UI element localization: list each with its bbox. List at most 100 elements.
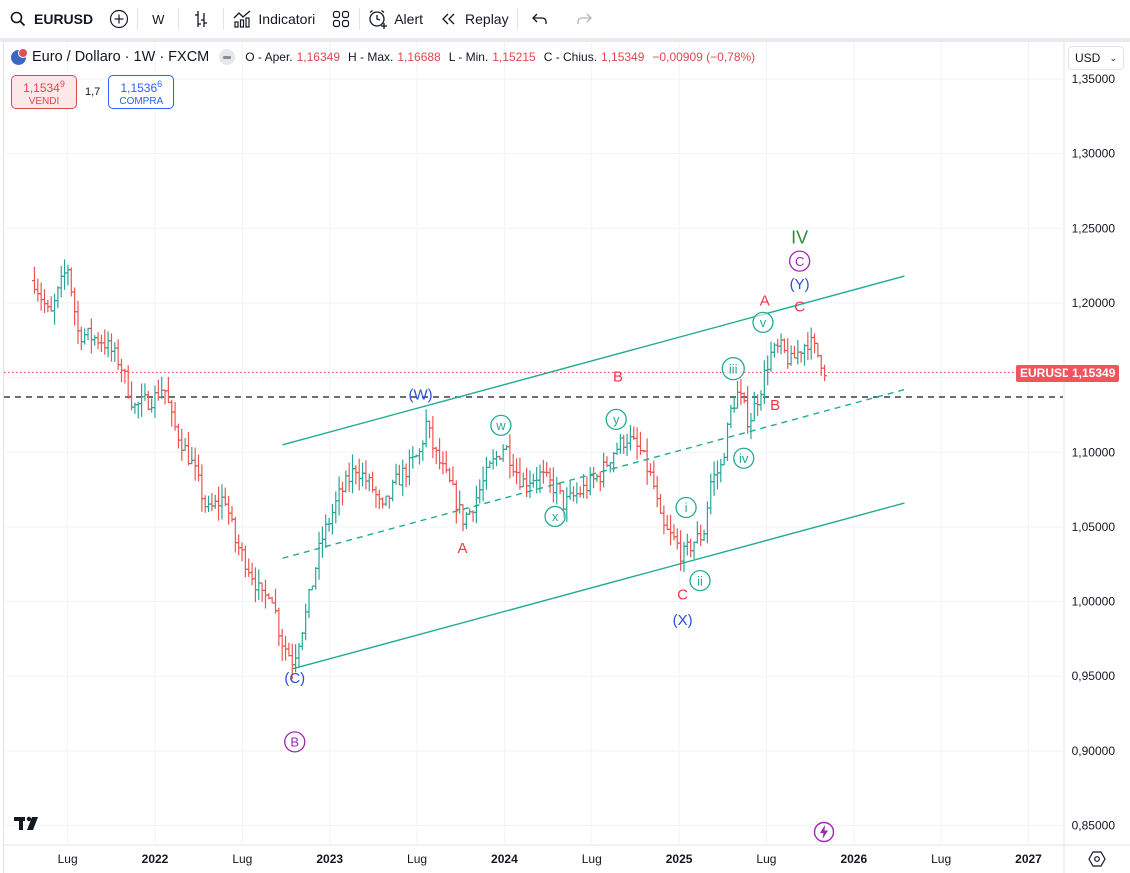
- ohlc-bar: [698, 524, 704, 547]
- wave-label: C: [677, 586, 688, 603]
- ohlc-bar: [453, 480, 459, 524]
- ohlc-bar: [329, 504, 335, 535]
- wave-label-text: IV: [791, 228, 808, 248]
- add-symbol-icon: [109, 9, 129, 29]
- ohlc-bar: [400, 459, 406, 497]
- symbol-name: EURUSD: [34, 11, 94, 27]
- ohlc-bar: [299, 631, 305, 651]
- ohlc-bar: [765, 355, 771, 386]
- wave-label: i: [675, 496, 697, 519]
- ohlc-bar: [219, 484, 225, 520]
- ohlc-bar: [159, 376, 165, 399]
- ohlc-bar: [520, 472, 526, 488]
- ohlc-bar: [661, 505, 667, 535]
- instrument-title[interactable]: Euro / Dollaro · 1W · FXCM: [32, 49, 210, 65]
- ohlc-bar: [199, 464, 205, 512]
- flash-event-icon[interactable]: [813, 821, 835, 843]
- replay-label: Replay: [465, 11, 509, 27]
- ohlc-bar: [202, 495, 208, 513]
- price-tick-label: 0,85000: [1072, 819, 1116, 833]
- ohlc-bar: [316, 531, 322, 580]
- ohlc-bar: [75, 300, 81, 344]
- wave-label-text: C: [677, 586, 688, 603]
- top-toolbar: EURUSD W Indicatori Alert Re: [0, 0, 1130, 38]
- last-price-tag: 1,15349: [1068, 365, 1120, 382]
- price-tick-label: 1,35000: [1072, 72, 1116, 86]
- ohlc-bar: [634, 427, 640, 460]
- undo-button[interactable]: [518, 0, 562, 38]
- toolbar-divider: [516, 8, 518, 30]
- price-tick-label: 1,05000: [1072, 520, 1116, 534]
- add-symbol-button[interactable]: [101, 0, 137, 38]
- ohlc-bar: [403, 463, 409, 488]
- search-icon: [8, 9, 28, 29]
- bar-style-button[interactable]: [179, 0, 223, 38]
- ohlc-bar: [259, 582, 265, 602]
- layout-button[interactable]: [323, 0, 359, 38]
- ohlc-bar: [343, 470, 349, 493]
- chart-settings-icon[interactable]: [1088, 850, 1106, 868]
- symbol-search-button[interactable]: EURUSD: [0, 0, 101, 38]
- ohlc-bar: [500, 444, 506, 462]
- wave-label-text: (C): [284, 670, 305, 687]
- ohlc-bar: [62, 259, 68, 290]
- ohlc-bar: [42, 289, 48, 314]
- ohlc-bar: [450, 466, 456, 486]
- wave-label: w: [490, 414, 512, 437]
- ohlc-bar: [216, 486, 222, 521]
- ohlc-bar: [510, 453, 516, 477]
- currency-selector[interactable]: USD ⌄: [1068, 46, 1124, 70]
- spread-value: 1,7: [85, 86, 101, 98]
- redo-button[interactable]: [562, 0, 606, 38]
- ohlc-bar: [731, 396, 737, 413]
- sell-price: 1,1534: [23, 81, 60, 95]
- interval-button[interactable]: W: [138, 0, 178, 38]
- chart-pane[interactable]: [3, 42, 1128, 873]
- collapse-legend-button[interactable]: [219, 49, 236, 65]
- indicators-button[interactable]: Indicatori: [224, 0, 323, 38]
- wave-label-text: B: [770, 397, 780, 414]
- wave-label-text: ii: [697, 573, 703, 588]
- ohlc-bar: [584, 476, 590, 499]
- wave-label: iv: [733, 447, 755, 469]
- buy-button[interactable]: 1,15366 COMPRA: [108, 75, 175, 109]
- alert-button[interactable]: Alert: [360, 0, 431, 38]
- wave-label: C: [794, 298, 805, 315]
- ohlc-bar: [52, 293, 58, 325]
- wave-label: iii: [721, 356, 745, 381]
- ohlc-bar: [735, 381, 741, 409]
- ohlc-bar: [108, 333, 114, 362]
- wave-label: y: [605, 408, 627, 431]
- ohlc-bar: [627, 425, 633, 451]
- ohlc-bar: [149, 398, 155, 413]
- ohlc-bar: [175, 423, 181, 449]
- ohlc-bar: [718, 458, 724, 483]
- wave-circle: [605, 408, 627, 431]
- ohlc-bar: [433, 446, 439, 465]
- ohlc-bars: [31, 259, 828, 680]
- time-tick-label: 2026: [840, 852, 867, 866]
- tradingview-logo[interactable]: [14, 815, 44, 837]
- redo-icon: [574, 9, 594, 29]
- ohlc-bar: [339, 481, 345, 506]
- last-price-symbol-tag: EURUSD: [1016, 365, 1075, 382]
- wave-label: B: [770, 397, 780, 414]
- wave-circle: [788, 250, 811, 272]
- indicators-icon: [232, 9, 252, 29]
- wave-circle: [490, 414, 512, 437]
- ohlc-bar: [380, 497, 386, 509]
- replay-button[interactable]: Replay: [431, 0, 517, 38]
- ohlc-bar: [805, 331, 811, 361]
- ohlc-bar: [554, 476, 560, 505]
- ohlc-bar: [570, 486, 576, 502]
- wave-label: (X): [673, 612, 693, 629]
- ohlc-bar: [567, 480, 573, 500]
- ohlc-bar: [517, 457, 523, 490]
- wave-label-text: iv: [739, 451, 749, 466]
- wave-label-text: C: [794, 298, 805, 315]
- undo-icon: [530, 9, 550, 29]
- sell-button[interactable]: 1,15349 VENDI: [11, 75, 77, 109]
- wave-label: ii: [689, 569, 711, 592]
- trade-buttons: 1,15349 VENDI 1,7 1,15366 COMPRA: [11, 75, 175, 109]
